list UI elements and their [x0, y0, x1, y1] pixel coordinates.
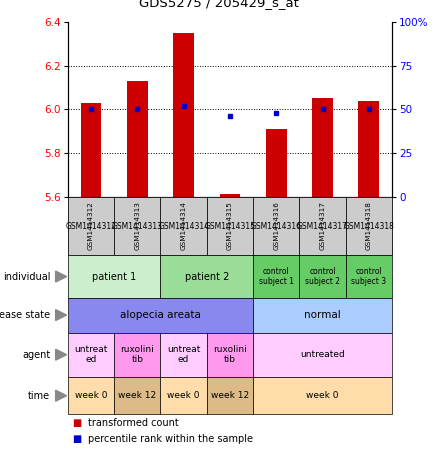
Text: untreated: untreated	[300, 350, 345, 359]
Bar	[266, 129, 286, 197]
Polygon shape	[56, 310, 67, 321]
Text: GSM1414314: GSM1414314	[158, 222, 209, 231]
Text: time: time	[28, 390, 50, 401]
Bar	[127, 81, 148, 197]
Text: percentile rank within the sample: percentile rank within the sample	[88, 434, 253, 444]
Text: GSM1414312: GSM1414312	[88, 202, 94, 251]
Text: agent: agent	[22, 350, 50, 360]
Text: control
subject 3: control subject 3	[351, 267, 386, 286]
Text: week 0: week 0	[167, 391, 200, 400]
Bar	[81, 103, 102, 197]
Text: week 0: week 0	[306, 391, 339, 400]
Text: ■: ■	[72, 434, 81, 444]
Bar	[173, 33, 194, 197]
Bar	[219, 194, 240, 197]
Text: GSM1414313: GSM1414313	[112, 222, 163, 231]
Text: week 0: week 0	[75, 391, 107, 400]
Text: GSM1414312: GSM1414312	[66, 222, 117, 231]
Text: week 12: week 12	[118, 391, 156, 400]
Text: individual: individual	[3, 271, 50, 282]
Text: control
subject 1: control subject 1	[259, 267, 294, 286]
Text: control
subject 2: control subject 2	[305, 267, 340, 286]
Text: GSM1414317: GSM1414317	[320, 202, 325, 251]
Text: ruxolini
tib: ruxolini tib	[213, 345, 247, 364]
Text: GDS5275 / 205429_s_at: GDS5275 / 205429_s_at	[139, 0, 299, 9]
Text: GSM1414318: GSM1414318	[366, 202, 372, 251]
Text: ■: ■	[72, 418, 81, 428]
Text: disease state: disease state	[0, 310, 50, 320]
Text: GSM1414316: GSM1414316	[273, 202, 279, 251]
Text: patient 1: patient 1	[92, 271, 136, 282]
Text: untreat
ed: untreat ed	[167, 345, 200, 364]
Text: untreat
ed: untreat ed	[74, 345, 108, 364]
Text: patient 2: patient 2	[184, 271, 229, 282]
Text: GSM1414315: GSM1414315	[205, 222, 255, 231]
Polygon shape	[56, 271, 67, 282]
Text: week 12: week 12	[211, 391, 249, 400]
Text: GSM1414313: GSM1414313	[134, 202, 140, 251]
Text: GSM1414314: GSM1414314	[180, 202, 187, 251]
Polygon shape	[56, 390, 67, 401]
Text: normal: normal	[304, 310, 341, 320]
Polygon shape	[56, 349, 67, 360]
Text: GSM1414317: GSM1414317	[297, 222, 348, 231]
Text: alopecia areata: alopecia areata	[120, 310, 201, 320]
Bar	[312, 98, 333, 197]
Text: GSM1414315: GSM1414315	[227, 202, 233, 251]
Text: ruxolini
tib: ruxolini tib	[120, 345, 154, 364]
Text: GSM1414316: GSM1414316	[251, 222, 302, 231]
Text: transformed count: transformed count	[88, 418, 178, 428]
Bar	[358, 101, 379, 197]
Text: GSM1414318: GSM1414318	[343, 222, 394, 231]
